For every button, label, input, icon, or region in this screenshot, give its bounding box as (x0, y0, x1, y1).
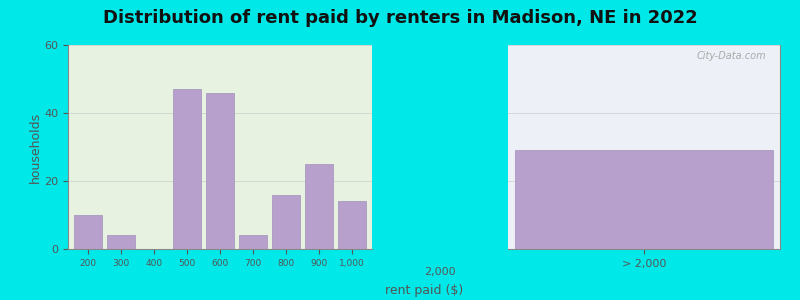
Bar (515, 150, 773, 249)
Text: 2,000: 2,000 (424, 267, 456, 277)
Bar (206, 93, 234, 249)
Bar (74, 215, 102, 249)
Bar (239, 236, 267, 249)
Bar (107, 236, 135, 249)
Bar (173, 89, 201, 249)
Bar (305, 164, 333, 249)
Text: Distribution of rent paid by renters in Madison, NE in 2022: Distribution of rent paid by renters in … (102, 9, 698, 27)
Text: City-Data.com: City-Data.com (697, 51, 766, 61)
Y-axis label: households: households (28, 111, 42, 183)
Bar (338, 201, 366, 249)
Bar (272, 195, 300, 249)
Text: rent paid ($): rent paid ($) (385, 284, 463, 297)
